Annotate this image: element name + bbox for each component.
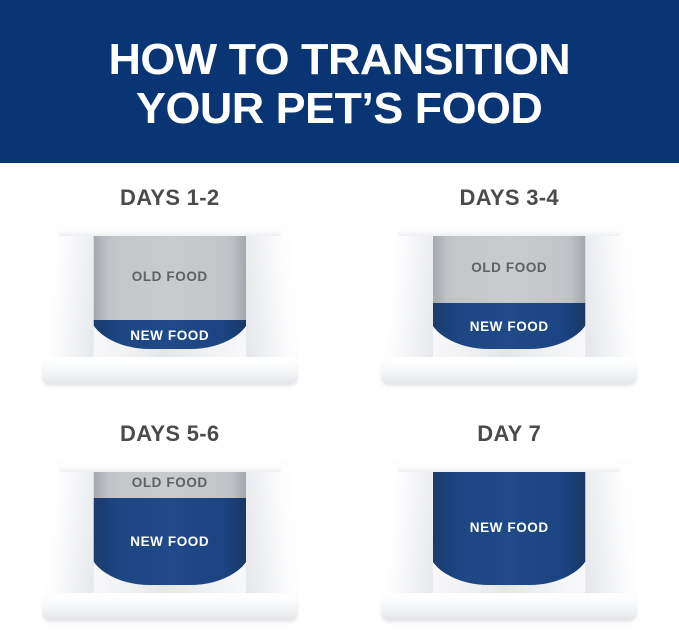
step-title: DAYS 1-2 <box>120 185 220 210</box>
step-title: DAYS 3-4 <box>459 185 559 210</box>
bowl-cavity: OLD FOOD NEW FOOD <box>427 468 592 585</box>
step-title: DAY 7 <box>477 420 542 446</box>
bowl-base-highlight <box>391 595 628 602</box>
food-bowl: OLD FOOD NEW FOOD <box>41 459 298 620</box>
bowl-rim <box>398 224 621 236</box>
bowl-base <box>41 592 298 620</box>
bowl-base <box>381 357 638 384</box>
new-food-label: NEW FOOD <box>469 318 549 334</box>
page-title-line-2: YOUR PET’S FOOD <box>136 83 543 133</box>
bowl-base-highlight <box>51 360 288 366</box>
new-food-fill <box>427 302 592 349</box>
step-panel-days-5-6: DAYS 5-6 OLD FOOD NEW FOOD <box>0 399 340 634</box>
food-bowl: OLD FOOD NEW FOOD <box>381 459 638 620</box>
step-title: DAYS 5-6 <box>120 420 220 446</box>
new-food-label: NEW FOOD <box>130 327 210 343</box>
old-food-label: OLD FOOD <box>131 475 208 490</box>
step-panel-day-7: DAY 7 OLD FOOD NEW FOOD <box>340 399 679 634</box>
bowl-base <box>381 592 638 620</box>
new-food-label: NEW FOOD <box>130 534 210 549</box>
food-bowl: OLD FOOD NEW FOOD <box>41 224 298 384</box>
old-food-fill <box>87 233 252 320</box>
header-banner: HOW TO TRANSITION YOUR PET’S FOOD <box>0 0 679 163</box>
old-food-label: OLD FOOD <box>471 259 548 275</box>
old-food-fill <box>87 468 252 498</box>
old-food-fill <box>427 233 592 303</box>
food-bowl: OLD FOOD NEW FOOD <box>381 224 638 384</box>
bowl-base-highlight <box>391 360 628 366</box>
step-panel-days-3-4: DAYS 3-4 OLD FOOD NEW FOOD <box>340 163 679 399</box>
old-food-label: OLD FOOD <box>131 268 208 284</box>
bowl-rim <box>58 459 281 472</box>
bowl-base-highlight <box>51 595 288 602</box>
transition-steps-grid: DAYS 1-2 OLD FOOD NEW FOOD DAYS 3-4 <box>0 163 679 634</box>
bowl-rim <box>398 459 621 472</box>
page-title-line-1: HOW TO TRANSITION <box>108 34 571 84</box>
bowl-rim <box>58 224 281 236</box>
step-panel-days-1-2: DAYS 1-2 OLD FOOD NEW FOOD <box>0 163 340 399</box>
new-food-label: NEW FOOD <box>469 519 549 535</box>
bowl-cavity: OLD FOOD NEW FOOD <box>87 468 252 585</box>
bowl-cavity: OLD FOOD NEW FOOD <box>87 233 252 349</box>
bowl-cavity: OLD FOOD NEW FOOD <box>427 233 592 349</box>
new-food-fill <box>87 497 252 585</box>
bowl-base <box>41 357 298 384</box>
new-food-fill <box>427 468 592 585</box>
new-food-fill <box>87 320 252 349</box>
